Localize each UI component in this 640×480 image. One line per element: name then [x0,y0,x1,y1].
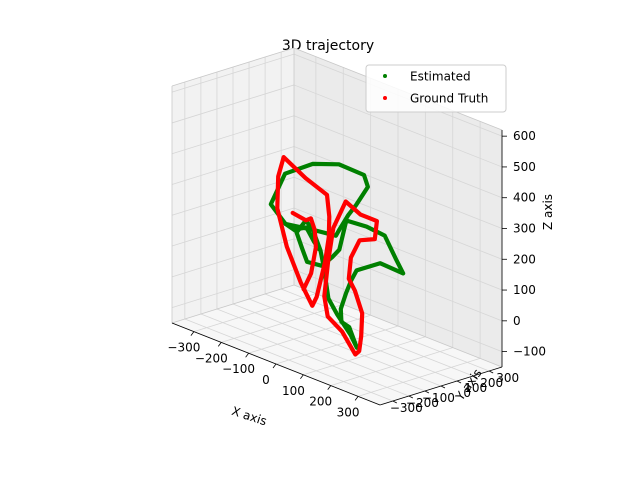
grid-z-back [293,146,503,229]
z-tick-label: 100 [513,283,536,297]
grid-z-left [171,146,295,185]
series-ground-truth [275,155,379,357]
y-tick-label: −100 [422,391,455,405]
grid-y-floor [232,303,442,387]
z-tick-label: 0 [513,314,521,328]
y-tick-mark [488,370,494,374]
legend: Estimated Ground Truth [365,64,507,113]
trajectory-path [290,210,318,292]
x-tick-label: −100 [222,362,255,376]
trajectory-path [268,161,370,238]
edge [171,284,295,324]
y-tick-label: 0 [463,386,471,400]
x-tick-label: 0 [262,373,270,387]
y-tick-mark [424,390,430,394]
trajectory-path [275,155,332,308]
edge [171,47,295,87]
y-tick-label: 300 [496,371,519,385]
grid-z-left [171,176,295,216]
z-tick-label: −100 [513,345,546,359]
grid-z-left [171,84,295,124]
grid-z-left [171,115,295,155]
z-tick-label: 300 [513,222,536,236]
legend-label-estimated: Estimated [410,70,471,84]
grid-z-back [293,84,503,168]
x-tick-mark [327,385,332,390]
z-tick-label: 500 [513,160,536,174]
trajectory-path [322,199,379,357]
axes-grid [171,52,503,402]
y-tick-mark [472,375,478,379]
legend-label-ground-truth: Ground Truth [410,92,488,106]
grid-z-left [171,269,295,308]
grid-y-floor [184,318,393,402]
grid-z-back [293,269,503,352]
grid-z-left [171,207,295,247]
plot-area [268,155,406,357]
y-tick-label: 200 [480,376,503,390]
y-tick-mark [392,400,398,404]
grid-y-floor [216,308,426,392]
y-tick-mark [440,385,446,389]
z-axis-label: Z axis [541,194,555,230]
x-tick-mark [190,331,195,336]
x-tick-label: −200 [195,351,228,365]
legend-marker-estimated [383,74,387,78]
x-tick-mark [272,363,277,369]
grid-z-left [171,238,295,278]
x-tick-mark [217,342,222,347]
chart-title: 3D trajectory [282,38,374,54]
legend-frame [365,64,507,113]
grid-z-back [293,176,503,260]
x-tick-label: 300 [337,405,360,419]
z-tick-label: 600 [513,129,536,143]
x-tick-label: 200 [309,395,332,409]
z-tick-label: 200 [513,252,536,266]
grid-z-left [171,53,295,93]
x-tick-label: −300 [167,341,200,355]
y-tick-label: −200 [406,396,439,410]
series-estimated [268,161,406,350]
trajectory-path [283,218,406,350]
y-tick-label: 100 [464,381,487,395]
grid-y-floor [200,313,410,397]
grid-z-back [293,115,503,199]
x-axis-label: X axis [230,404,269,428]
y-tick-mark [408,395,414,399]
x-tick-mark [300,374,304,380]
z-tick-label: 400 [513,191,536,205]
x-tick-mark [354,396,359,401]
grid-y-floor [264,293,474,377]
y-tick-label: −300 [390,401,423,415]
x-tick-label: 100 [282,384,305,398]
legend-marker-ground-truth [383,96,387,100]
x-tick-mark [245,352,249,358]
y-tick-mark [456,380,462,384]
